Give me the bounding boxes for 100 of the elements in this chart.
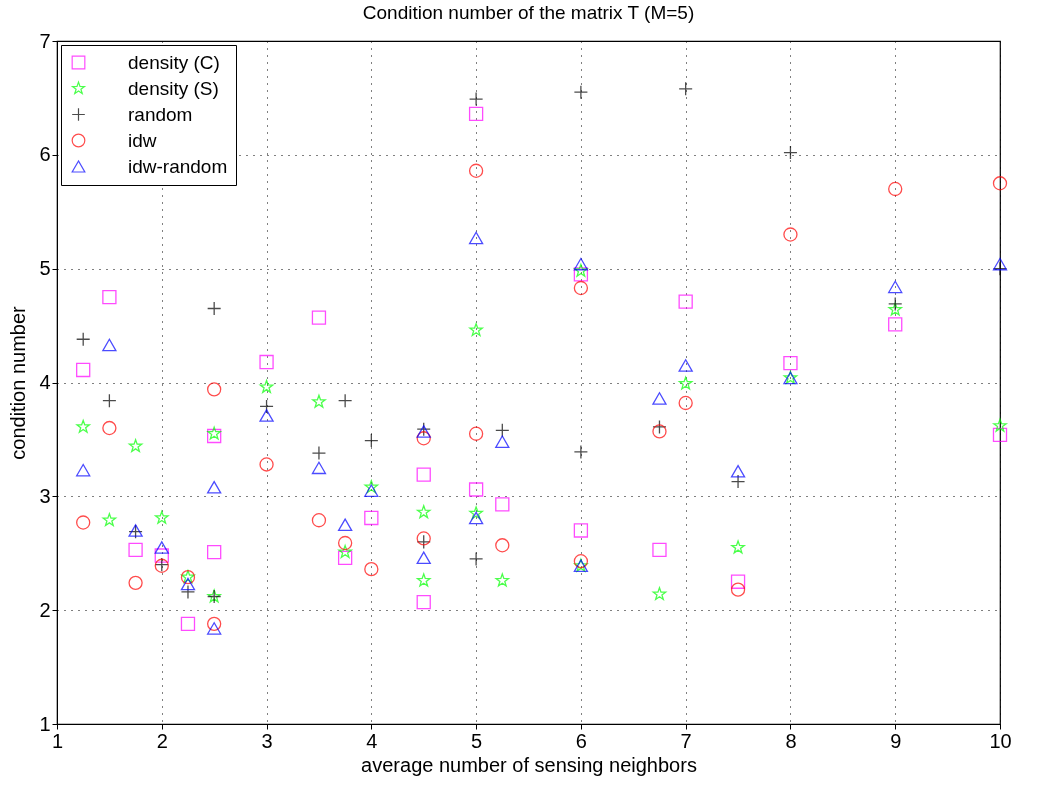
point: [416, 431, 431, 446]
point: [678, 81, 693, 96]
x-tick-label: 4: [366, 729, 378, 752]
y-tick-label: 4: [39, 371, 51, 393]
point: [468, 511, 484, 525]
point: [783, 145, 798, 160]
point: [416, 505, 431, 519]
point: [311, 310, 327, 325]
point: [180, 577, 196, 591]
x-tick-label: 3: [261, 729, 273, 752]
point: [992, 257, 1008, 271]
point: [364, 484, 379, 497]
point: [652, 587, 667, 601]
point: [128, 542, 143, 557]
point: [76, 362, 91, 378]
point: [888, 302, 903, 316]
point: [207, 301, 222, 316]
point: [992, 427, 1008, 443]
point: [652, 392, 667, 405]
point: [337, 535, 353, 551]
point: [495, 497, 510, 512]
point: [76, 419, 91, 433]
legend-label: random: [128, 103, 193, 125]
point: [573, 257, 589, 271]
point: [154, 510, 169, 524]
point: [416, 551, 431, 565]
point: [574, 263, 588, 277]
point: [678, 359, 693, 372]
point: [652, 419, 667, 435]
point: [102, 338, 117, 352]
point: [730, 474, 746, 489]
x-tick-label: 5: [471, 729, 483, 752]
chart-title: Condition number of the matrix T (M=5): [362, 2, 695, 23]
y-axis-title: condition number: [7, 305, 30, 460]
point: [495, 538, 510, 553]
point: [416, 531, 431, 546]
point: [416, 467, 431, 482]
legend-label: idw-random: [128, 155, 228, 177]
x-tick-label: 7: [680, 729, 692, 752]
point: [259, 457, 274, 472]
point: [678, 294, 693, 309]
point: [312, 394, 326, 408]
x-tick-label: 6: [575, 729, 587, 752]
point: [76, 515, 91, 530]
x-axis-title: average number of sensing neighbors: [361, 753, 697, 776]
y-tick-label: 1: [39, 712, 51, 735]
point: [468, 231, 484, 245]
x-tick-label: 2: [156, 729, 168, 752]
y-tick-label: 2: [39, 598, 51, 621]
point: [154, 541, 169, 554]
y-tick-label: 7: [39, 29, 51, 52]
point: [573, 444, 589, 460]
point: [730, 582, 746, 597]
x-tick-label: 9: [890, 729, 902, 752]
point: [573, 554, 589, 569]
point: [207, 544, 222, 560]
point: [102, 393, 117, 408]
point: [180, 616, 196, 631]
point: [416, 573, 431, 587]
point: [652, 542, 667, 557]
point: [783, 227, 798, 242]
point: [888, 280, 903, 294]
point: [573, 267, 589, 282]
point: [888, 296, 903, 312]
point: [311, 513, 327, 528]
point: [468, 91, 484, 107]
x-tick-label: 10: [989, 729, 1012, 752]
point: [128, 575, 143, 590]
point: [469, 322, 483, 337]
point: [416, 595, 431, 610]
y-tick-label: 3: [39, 484, 51, 507]
x-tick-label: 8: [785, 729, 797, 752]
legend-label: density (S): [128, 77, 219, 99]
point: [992, 261, 1008, 276]
point: [731, 540, 745, 554]
point: [364, 510, 379, 526]
point: [180, 584, 196, 600]
point: [468, 426, 484, 441]
point: [495, 423, 510, 438]
point: [337, 550, 353, 565]
point: [573, 280, 589, 296]
point: [259, 354, 274, 370]
point: [259, 379, 274, 393]
point: [573, 85, 589, 100]
point: [888, 317, 903, 332]
point: [337, 393, 353, 408]
point: [76, 463, 91, 477]
point: [416, 534, 431, 550]
point: [76, 332, 91, 347]
point: [311, 445, 327, 461]
point: [652, 424, 667, 439]
point: [364, 433, 379, 448]
y-tick-label: 5: [39, 257, 51, 280]
point: [128, 439, 143, 453]
point: [468, 106, 484, 122]
point: [730, 464, 746, 478]
point: [102, 289, 117, 305]
point: [469, 506, 483, 520]
point: [259, 399, 274, 414]
point: [259, 409, 274, 422]
